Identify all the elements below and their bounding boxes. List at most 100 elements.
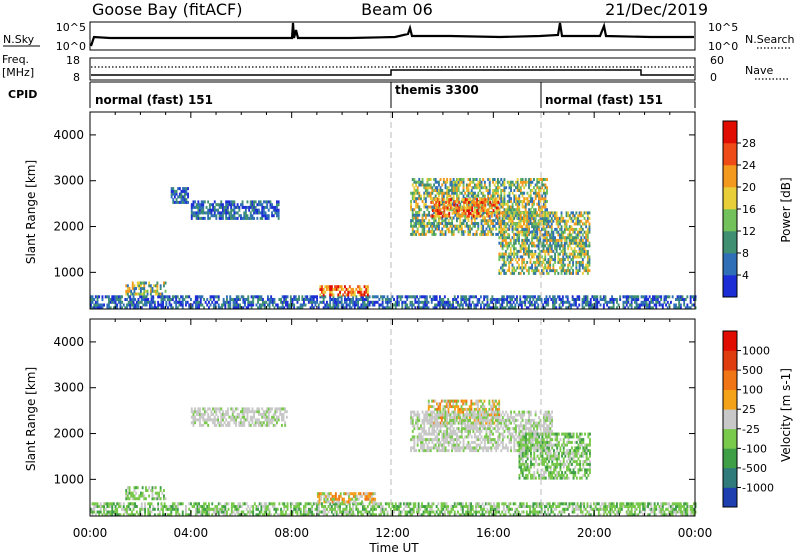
velocity-cell — [614, 505, 617, 508]
power-cell — [240, 214, 242, 218]
power-cell — [479, 205, 481, 209]
velocity-cell — [362, 505, 364, 508]
power-cell — [516, 230, 519, 234]
power-cell — [554, 244, 556, 248]
power-cell — [591, 303, 594, 307]
power-cell — [131, 303, 133, 307]
power-cell — [513, 208, 516, 212]
velocity-cell — [358, 510, 361, 514]
power-cell — [549, 266, 552, 270]
velocity-cell — [558, 505, 561, 508]
power-cell — [492, 180, 494, 184]
power-cell — [518, 241, 520, 245]
power-cell — [209, 298, 212, 301]
power-cell — [198, 303, 200, 307]
velocity-cell — [679, 507, 682, 511]
velocity-cell — [117, 505, 120, 508]
power-cell — [182, 187, 184, 191]
power-cell — [344, 306, 346, 310]
power-cell — [468, 198, 470, 202]
power-cell — [546, 208, 548, 212]
power-cell — [196, 306, 199, 310]
velocity-cell — [545, 502, 548, 506]
velocity-cell — [330, 507, 333, 511]
velocity-cell — [583, 505, 586, 508]
velocity-cell — [627, 510, 630, 514]
power-cell — [567, 266, 570, 270]
velocity-cell — [140, 502, 143, 506]
velocity-cell — [427, 513, 430, 517]
power-cell — [495, 211, 498, 215]
velocity-cell — [396, 507, 399, 511]
power-cell — [426, 183, 429, 187]
power-cell — [661, 306, 664, 310]
power-cell — [476, 200, 479, 204]
power-cell — [258, 306, 261, 310]
power-cell — [474, 194, 476, 198]
power-cell — [420, 222, 422, 225]
power-cell — [175, 306, 178, 310]
velocity-cell — [579, 510, 582, 514]
velocity-cell — [323, 500, 326, 504]
velocity-cell — [671, 505, 674, 508]
power-cell — [459, 183, 462, 187]
power-cell — [559, 236, 561, 240]
power-cell — [560, 233, 563, 237]
power-cell — [199, 205, 201, 209]
power-cell — [580, 249, 583, 253]
power-cell — [470, 194, 473, 198]
power-cell — [483, 303, 486, 307]
power-cell — [550, 230, 553, 234]
power-cell — [347, 290, 350, 294]
power-cell — [482, 211, 485, 214]
power-cell — [467, 232, 470, 236]
velocity-cell — [558, 510, 561, 514]
velocity-cell — [368, 510, 371, 514]
power-cell — [226, 203, 229, 207]
power-cell — [534, 211, 537, 215]
power-cell — [239, 306, 241, 310]
velocity-cell — [335, 513, 338, 517]
power-cell — [316, 295, 318, 299]
power-cell — [568, 263, 571, 267]
power-cell — [464, 230, 467, 234]
velocity-cell — [344, 502, 346, 506]
power-cell — [481, 200, 483, 204]
power-cell — [421, 300, 423, 304]
power-cell — [149, 284, 152, 288]
power-cell — [474, 200, 477, 204]
power-cell — [276, 303, 279, 307]
power-cell — [511, 252, 514, 256]
velocity-cell — [581, 502, 584, 506]
power-cell — [594, 303, 597, 307]
velocity-cell — [553, 502, 556, 506]
power-cell — [513, 213, 516, 217]
power-cell — [498, 241, 501, 245]
power-cell — [504, 236, 507, 240]
power-cell — [575, 219, 578, 223]
power-cell — [114, 300, 117, 304]
velocity-cell — [602, 510, 605, 514]
velocity-cell — [258, 510, 261, 514]
velocity-cell — [448, 510, 451, 514]
power-cell — [474, 216, 476, 220]
power-cell — [436, 209, 439, 213]
power-cell — [401, 306, 404, 310]
velocity-cell — [270, 513, 273, 517]
power-cell — [445, 200, 447, 204]
power-cell — [583, 241, 586, 245]
power-cell — [549, 225, 552, 229]
power-cell — [504, 238, 507, 242]
power-cell — [180, 189, 183, 193]
power-cell — [389, 298, 392, 301]
power-cell — [485, 219, 488, 223]
power-cell — [555, 298, 558, 301]
power-cell — [256, 211, 259, 215]
power-cell — [237, 295, 240, 299]
power-cell — [416, 213, 419, 217]
velocity-cell — [309, 510, 312, 514]
power-cell — [570, 236, 573, 240]
power-cell — [519, 249, 522, 253]
power-cell — [524, 219, 527, 223]
power-cell — [436, 189, 439, 192]
